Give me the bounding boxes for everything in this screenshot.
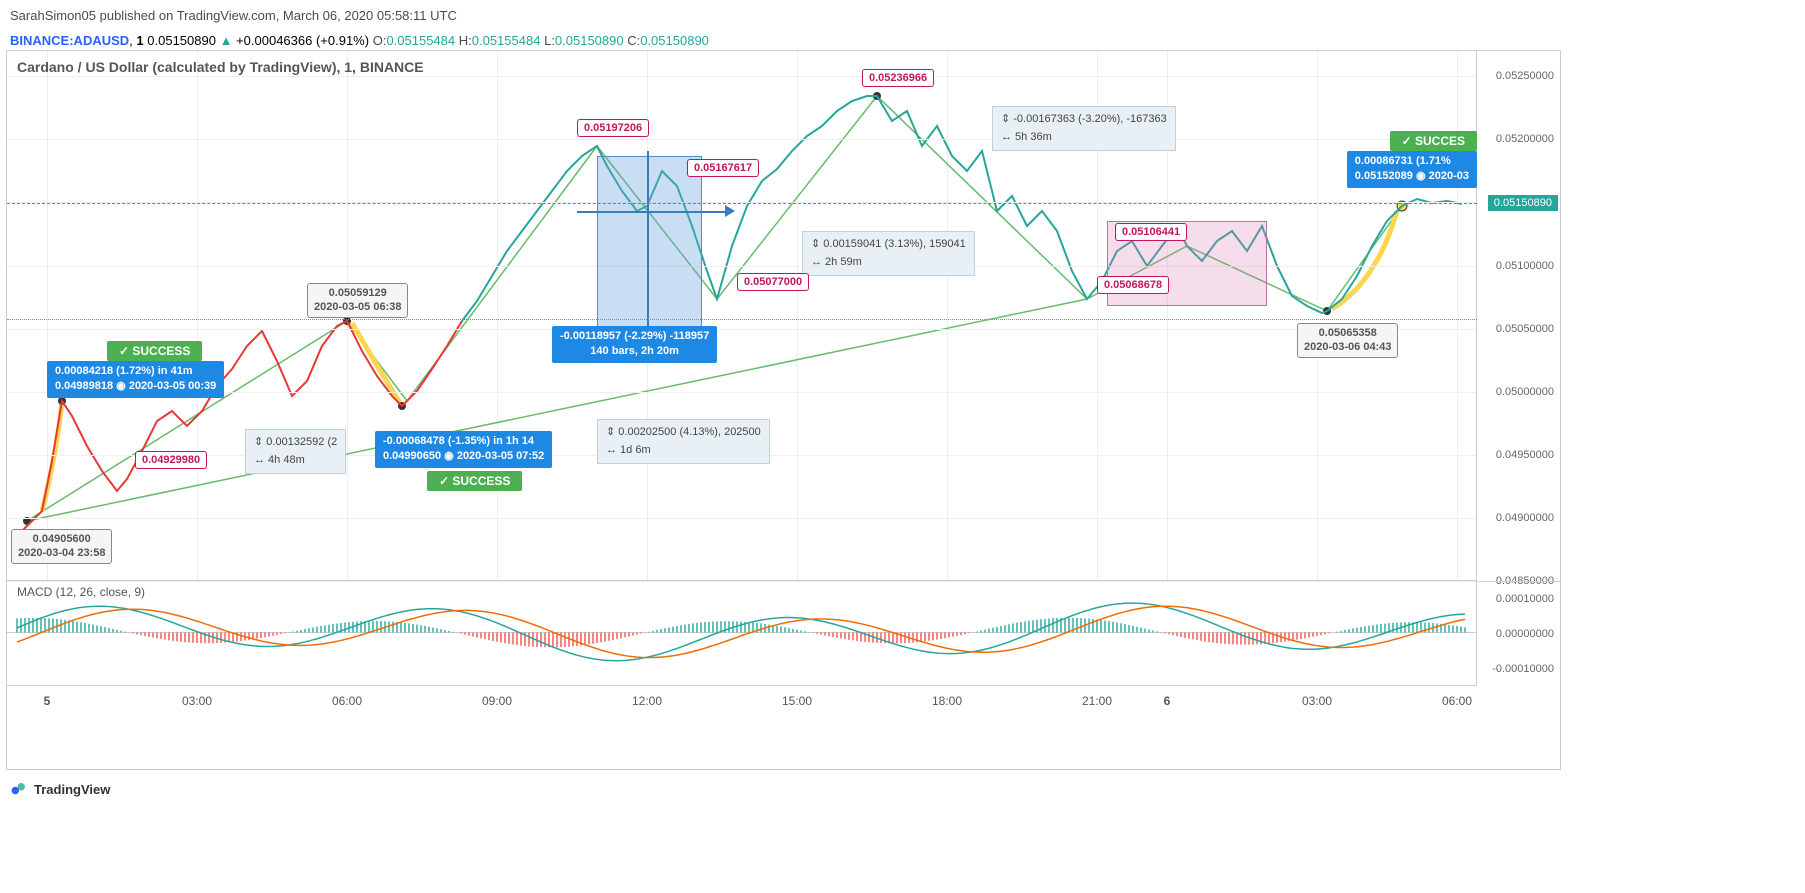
macd-axis: -0.00010000 0.00000000 0.00010000 (1476, 581, 1560, 686)
current-price-badge: 0.05150890 (1488, 195, 1558, 211)
macd-svg (7, 581, 1477, 685)
price-axis: 0.05150890 0.048500000.049000000.0495000… (1476, 51, 1560, 581)
open-val: 0.05155484 (386, 33, 455, 48)
grid-h (7, 76, 1477, 77)
high-val: 0.05155484 (472, 33, 541, 48)
callout-price[interactable]: 0.05059129 2020-03-05 06:38 (307, 283, 408, 318)
time-tick: 06:00 (1442, 694, 1472, 708)
info-line: ⇕ -0.00167363 (-3.20%), -167363 (1001, 111, 1167, 129)
price-tick: 0.05100000 (1496, 260, 1554, 272)
forecast-box[interactable]: -0.00068478 (-1.35%) in 1h 14 0.04990650… (375, 431, 552, 468)
callout-price[interactable]: 0.05077000 (737, 273, 809, 291)
time-tick: 6 (1164, 694, 1171, 708)
callout-price[interactable]: 0.05065358 2020-03-06 04:43 (1297, 323, 1398, 358)
chart-container[interactable]: Cardano / US Dollar (calculated by Tradi… (6, 50, 1561, 770)
forecast-box[interactable]: 0.00086731 (1.71% 0.05152089 ◉ 2020-03 (1347, 151, 1477, 188)
low-val: 0.05150890 (555, 33, 624, 48)
time-tick: 03:00 (1302, 694, 1332, 708)
info-line: ↔ 1d 6m (606, 442, 761, 460)
callout-date: 2020-03-04 23:58 (18, 546, 105, 560)
low-label: L: (544, 33, 555, 48)
main-chart-pane[interactable]: Cardano / US Dollar (calculated by Tradi… (7, 51, 1477, 581)
grid-h (7, 518, 1477, 519)
success-badge: ✓ SUCCESS (427, 471, 522, 491)
callout-value: 0.05059129 (314, 286, 401, 300)
callout-price[interactable]: 0.05167617 (687, 159, 759, 177)
macd-tick: 0.00010000 (1496, 593, 1554, 605)
time-tick: 12:00 (632, 694, 662, 708)
info-line: ↔ 4h 48m (254, 452, 337, 470)
price-tick: 0.05050000 (1496, 323, 1554, 335)
arrow-right-icon (725, 205, 735, 217)
publish-header: SarahSimon05 published on TradingView.co… (0, 0, 1805, 31)
info-line: ⇕ 0.00202500 (4.13%), 202500 (606, 424, 761, 442)
time-tick: 5 (44, 694, 51, 708)
callout-start[interactable]: 0.04905600 2020-03-04 23:58 (11, 529, 112, 564)
macd-tick: -0.00010000 (1492, 663, 1554, 675)
macd-tick: 0.00000000 (1496, 628, 1554, 640)
info-box[interactable]: ⇕ 0.00132592 (2 ↔ 4h 48m (245, 429, 346, 474)
crosshair-h (577, 211, 727, 213)
close-val: 0.05150890 (640, 33, 709, 48)
price-tick: 0.04950000 (1496, 449, 1554, 461)
macd-pane[interactable]: MACD (12, 26, close, 9) (7, 581, 1477, 686)
up-arrow-icon: ▲ (220, 33, 233, 48)
grid-h (7, 392, 1477, 393)
price-tick: 0.05250000 (1496, 70, 1554, 82)
time-axis: 5 03:00 06:00 09:00 12:00 15:00 18:00 21… (7, 686, 1477, 726)
callout-price[interactable]: 0.05068678 (1097, 276, 1169, 294)
time-tick: 15:00 (782, 694, 812, 708)
time-tick: 03:00 (182, 694, 212, 708)
symbol: BINANCE:ADAUSD (10, 33, 129, 48)
grid-h (7, 329, 1477, 330)
callout-date: 2020-03-05 06:38 (314, 300, 401, 314)
time-tick: 09:00 (482, 694, 512, 708)
current-price-line (7, 203, 1477, 204)
dotted-price-line (7, 319, 1477, 320)
measure-result-box[interactable]: -0.00118957 (-2.29%) -118957 140 bars, 2… (552, 326, 717, 363)
publish-text: SarahSimon05 published on TradingView.co… (10, 8, 457, 23)
measure-box-blue[interactable] (597, 156, 702, 341)
callout-price[interactable]: 0.05236966 (862, 69, 934, 87)
grid-h (7, 139, 1477, 140)
change: +0.00046366 (+0.91%) (236, 33, 369, 48)
info-box[interactable]: ⇕ -0.00167363 (-3.20%), -167363 ↔ 5h 36m (992, 106, 1176, 151)
time-tick: 18:00 (932, 694, 962, 708)
success-badge: ✓ SUCCESS (107, 341, 202, 361)
info-box[interactable]: ⇕ 0.00159041 (3.13%), 159041 ↔ 2h 59m (802, 231, 975, 276)
price-tick: 0.04900000 (1496, 512, 1554, 524)
info-line: ⇕ 0.00132592 (2 (254, 434, 337, 452)
crosshair-v (647, 151, 649, 351)
time-tick: 06:00 (332, 694, 362, 708)
price-line-svg (7, 51, 1477, 580)
last-price: 0.05150890 (147, 33, 216, 48)
close-label: C: (627, 33, 640, 48)
open-label: O: (373, 33, 387, 48)
time-tick: 21:00 (1082, 694, 1112, 708)
callout-price[interactable]: 0.04929980 (135, 451, 207, 469)
callout-price[interactable]: 0.05197206 (577, 119, 649, 137)
info-box[interactable]: ⇕ 0.00202500 (4.13%), 202500 ↔ 1d 6m (597, 419, 770, 464)
price-tick: 0.05000000 (1496, 386, 1554, 398)
ohlc-header: BINANCE:ADAUSD, 1 0.05150890 ▲ +0.000463… (0, 31, 1805, 50)
macd-title: MACD (12, 26, close, 9) (17, 585, 145, 599)
high-label: H: (459, 33, 472, 48)
price-tick: 0.05200000 (1496, 133, 1554, 145)
footer: TradingView (0, 770, 1805, 808)
brand-text: TradingView (34, 782, 110, 797)
tradingview-logo-icon (10, 780, 28, 798)
success-badge: ✓ SUCCES (1390, 131, 1477, 151)
interval: 1 (136, 33, 143, 48)
callout-price[interactable]: 0.05106441 (1115, 223, 1187, 241)
callout-value: 0.05065358 (1304, 326, 1391, 340)
callout-date: 2020-03-06 04:43 (1304, 340, 1391, 354)
forecast-box[interactable]: 0.00084218 (1.72%) in 41m 0.04989818 ◉ 2… (47, 361, 224, 398)
callout-value: 0.04905600 (18, 532, 105, 546)
chart-title: Cardano / US Dollar (calculated by Tradi… (17, 59, 424, 75)
info-line: ⇕ 0.00159041 (3.13%), 159041 (811, 236, 966, 254)
